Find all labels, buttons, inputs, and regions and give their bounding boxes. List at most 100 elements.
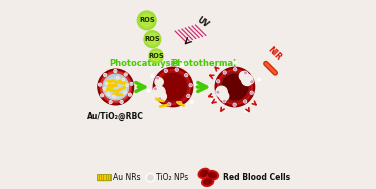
Circle shape bbox=[250, 91, 253, 94]
Circle shape bbox=[105, 77, 126, 99]
Ellipse shape bbox=[202, 177, 214, 186]
Circle shape bbox=[168, 103, 170, 105]
Circle shape bbox=[258, 78, 261, 81]
Circle shape bbox=[245, 110, 247, 113]
Circle shape bbox=[151, 74, 154, 77]
Circle shape bbox=[234, 68, 236, 70]
FancyBboxPatch shape bbox=[97, 174, 112, 181]
Circle shape bbox=[122, 78, 124, 81]
Circle shape bbox=[101, 72, 130, 102]
Text: Red Blood Cells: Red Blood Cells bbox=[223, 173, 290, 182]
Circle shape bbox=[106, 83, 107, 84]
Circle shape bbox=[251, 81, 253, 83]
Circle shape bbox=[189, 84, 192, 87]
Circle shape bbox=[217, 91, 219, 94]
Circle shape bbox=[108, 94, 109, 95]
Circle shape bbox=[107, 94, 109, 95]
Circle shape bbox=[245, 72, 246, 74]
Circle shape bbox=[159, 74, 186, 100]
Ellipse shape bbox=[198, 168, 210, 178]
Circle shape bbox=[223, 71, 226, 74]
Circle shape bbox=[187, 95, 189, 97]
Circle shape bbox=[157, 77, 159, 79]
Circle shape bbox=[114, 70, 117, 72]
Circle shape bbox=[120, 101, 123, 103]
Circle shape bbox=[101, 94, 103, 97]
Ellipse shape bbox=[208, 173, 216, 178]
Circle shape bbox=[105, 82, 108, 84]
Circle shape bbox=[218, 70, 252, 104]
Circle shape bbox=[223, 100, 226, 103]
Text: ROS: ROS bbox=[144, 36, 160, 42]
Ellipse shape bbox=[206, 171, 218, 180]
Circle shape bbox=[147, 34, 158, 45]
Circle shape bbox=[125, 74, 127, 75]
Circle shape bbox=[194, 82, 197, 85]
Circle shape bbox=[240, 71, 249, 81]
Ellipse shape bbox=[204, 179, 212, 184]
Text: Au/TiO₂@RBC: Au/TiO₂@RBC bbox=[87, 112, 144, 122]
Circle shape bbox=[153, 86, 165, 98]
Circle shape bbox=[244, 71, 247, 74]
Circle shape bbox=[109, 101, 112, 104]
Circle shape bbox=[223, 100, 225, 102]
Circle shape bbox=[155, 88, 156, 90]
Text: Photothermal: Photothermal bbox=[171, 59, 237, 68]
Text: Photocatalysis: Photocatalysis bbox=[109, 59, 178, 68]
Circle shape bbox=[152, 51, 161, 61]
Circle shape bbox=[233, 61, 236, 64]
Circle shape bbox=[147, 89, 150, 92]
Circle shape bbox=[117, 77, 118, 78]
Circle shape bbox=[98, 69, 133, 105]
Circle shape bbox=[156, 70, 190, 104]
Circle shape bbox=[224, 72, 226, 73]
Circle shape bbox=[126, 84, 128, 86]
Circle shape bbox=[124, 92, 126, 93]
Circle shape bbox=[113, 95, 115, 97]
Circle shape bbox=[241, 74, 253, 86]
Circle shape bbox=[141, 14, 153, 26]
Circle shape bbox=[101, 94, 103, 96]
Circle shape bbox=[114, 70, 116, 72]
Circle shape bbox=[215, 67, 255, 107]
Circle shape bbox=[187, 94, 190, 97]
Circle shape bbox=[176, 69, 177, 70]
Circle shape bbox=[254, 103, 257, 105]
Text: TiO₂ NPs: TiO₂ NPs bbox=[156, 173, 189, 182]
Circle shape bbox=[123, 79, 124, 80]
Circle shape bbox=[155, 78, 163, 86]
Circle shape bbox=[146, 174, 155, 182]
Circle shape bbox=[217, 80, 219, 82]
Circle shape bbox=[99, 83, 101, 86]
Circle shape bbox=[185, 74, 187, 76]
Ellipse shape bbox=[200, 170, 208, 176]
Circle shape bbox=[104, 88, 105, 90]
Circle shape bbox=[159, 98, 161, 100]
Circle shape bbox=[158, 97, 161, 100]
Circle shape bbox=[164, 69, 167, 72]
Circle shape bbox=[124, 73, 127, 76]
Circle shape bbox=[153, 67, 193, 107]
Circle shape bbox=[154, 87, 157, 90]
Circle shape bbox=[175, 68, 178, 71]
Circle shape bbox=[99, 84, 101, 85]
Circle shape bbox=[144, 31, 161, 48]
Circle shape bbox=[110, 101, 112, 103]
Circle shape bbox=[234, 68, 237, 71]
Circle shape bbox=[130, 82, 133, 85]
Circle shape bbox=[100, 71, 132, 103]
Circle shape bbox=[190, 101, 193, 104]
Circle shape bbox=[149, 49, 163, 63]
Circle shape bbox=[148, 175, 153, 180]
Circle shape bbox=[217, 91, 219, 93]
Circle shape bbox=[121, 101, 123, 103]
Circle shape bbox=[104, 74, 106, 76]
Circle shape bbox=[165, 70, 167, 72]
Circle shape bbox=[130, 83, 132, 85]
Circle shape bbox=[233, 103, 236, 106]
Circle shape bbox=[179, 102, 181, 104]
Circle shape bbox=[185, 74, 188, 77]
Circle shape bbox=[113, 96, 115, 97]
Circle shape bbox=[190, 84, 191, 86]
Text: NIR: NIR bbox=[266, 45, 283, 62]
